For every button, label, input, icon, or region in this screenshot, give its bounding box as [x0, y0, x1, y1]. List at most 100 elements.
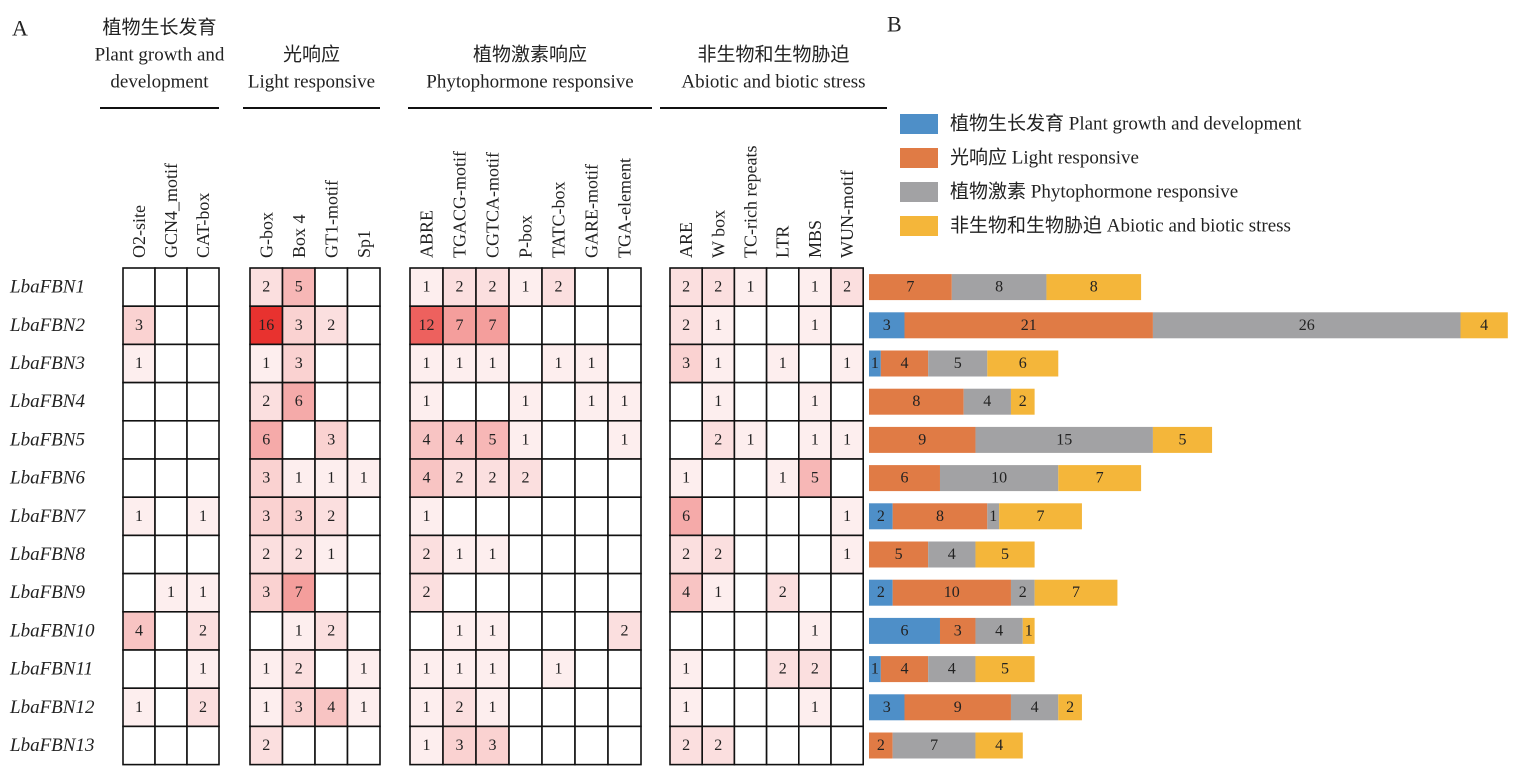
bar-segment: [928, 541, 976, 568]
gene-label: LbaFBN7: [9, 506, 86, 527]
empty-cell: [442, 381, 477, 422]
cell-value: 1: [199, 508, 207, 525]
empty-cell: [830, 305, 865, 346]
bar-value: 5: [1178, 431, 1186, 448]
cell-value: 1: [423, 355, 431, 372]
gene-label: LbaFBN2: [9, 315, 85, 336]
cell-value: 2: [621, 622, 629, 639]
empty-cell: [765, 496, 800, 537]
heat-cell: [797, 305, 832, 346]
legend-label: 植物激素 Phytophormone responsive: [950, 181, 1238, 203]
heat-cell: [475, 610, 510, 651]
empty-cell: [442, 496, 477, 537]
column-label: GARE-motif: [582, 164, 602, 258]
legend-label: 植物生长发育 Plant growth and development: [950, 113, 1302, 135]
empty-cell: [186, 534, 220, 575]
cell-value: 2: [295, 546, 303, 563]
heat-cell: [186, 610, 220, 651]
empty-cell: [346, 267, 381, 308]
bar-value: 2: [877, 584, 885, 601]
bar-segment: [892, 579, 1011, 606]
empty-cell: [122, 572, 156, 613]
heat-cell: [409, 267, 444, 308]
cell-value: 1: [522, 393, 530, 410]
cell-value: 1: [779, 470, 787, 487]
column-label: WUN-motif: [837, 170, 857, 258]
empty-cell: [122, 458, 156, 499]
bar-value: 5: [1001, 661, 1009, 678]
gene-label: LbaFBN6: [9, 468, 85, 489]
empty-cell: [733, 305, 768, 346]
cell-value: 4: [456, 431, 464, 448]
bar-segment: [1058, 694, 1082, 721]
heat-cell: [281, 534, 316, 575]
heat-cell: [541, 649, 576, 690]
heat-cell: [442, 343, 477, 384]
empty-cell: [508, 649, 543, 690]
legend-swatch: [900, 216, 938, 236]
empty-cell: [314, 381, 349, 422]
heat-cell: [733, 267, 768, 308]
bar-segment: [880, 656, 929, 683]
empty-cell: [154, 496, 188, 537]
empty-cell: [574, 419, 609, 460]
empty-cell: [669, 419, 704, 460]
bar-segment: [939, 465, 1059, 492]
empty-cell: [733, 572, 768, 613]
bar-value: 2: [1019, 584, 1027, 601]
empty-cell: [607, 458, 642, 499]
heat-cell: [765, 649, 800, 690]
empty-cell: [541, 305, 576, 346]
cell-value: 1: [843, 546, 851, 563]
bar-segment: [1152, 312, 1461, 339]
bar-segment: [951, 274, 1047, 301]
cell-value: 3: [295, 355, 303, 372]
cell-value: 1: [522, 431, 530, 448]
cell-value: 1: [456, 546, 464, 563]
empty-cell: [574, 572, 609, 613]
legend-label: 光响应 Light responsive: [950, 147, 1139, 169]
empty-cell: [541, 610, 576, 651]
column-label: TC-rich repeats: [741, 146, 761, 258]
group-title: 光响应: [283, 44, 340, 66]
column-label: GT1-motif: [321, 180, 341, 258]
bar-segment: [880, 350, 929, 377]
heat-cell: [281, 572, 316, 613]
heat-cell: [409, 381, 444, 422]
cell-value: 1: [199, 584, 207, 601]
cell-value: 1: [423, 393, 431, 410]
empty-cell: [830, 610, 865, 651]
cell-value: 1: [811, 431, 819, 448]
empty-cell: [409, 610, 444, 651]
empty-cell: [508, 572, 543, 613]
column-label: P-box: [516, 215, 536, 258]
cell-value: 1: [682, 699, 690, 716]
cell-value: 1: [811, 279, 819, 296]
heat-cell: [186, 572, 220, 613]
bar-segment: [892, 503, 988, 530]
heat-cell: [830, 419, 865, 460]
bar-value: 15: [1056, 431, 1072, 448]
empty-cell: [281, 419, 316, 460]
empty-cell: [154, 305, 188, 346]
bar-value: 9: [918, 431, 926, 448]
empty-cell: [607, 572, 642, 613]
column-label: ARE: [676, 222, 696, 258]
cell-value: 1: [811, 393, 819, 410]
bar-value: 4: [900, 661, 908, 678]
cell-value: 2: [714, 279, 722, 296]
empty-cell: [733, 649, 768, 690]
heat-cell: [475, 343, 510, 384]
empty-cell: [154, 534, 188, 575]
heat-cell: [733, 419, 768, 460]
column-label: GCN4_motif: [161, 163, 181, 258]
bar-value: 6: [900, 470, 908, 487]
cell-value: 2: [199, 699, 207, 716]
empty-cell: [607, 534, 642, 575]
heat-cell: [281, 687, 316, 728]
cell-value: 1: [489, 661, 497, 678]
heat-cell: [669, 458, 704, 499]
empty-cell: [541, 419, 576, 460]
bar-segment: [869, 503, 893, 530]
cell-value: 1: [489, 546, 497, 563]
